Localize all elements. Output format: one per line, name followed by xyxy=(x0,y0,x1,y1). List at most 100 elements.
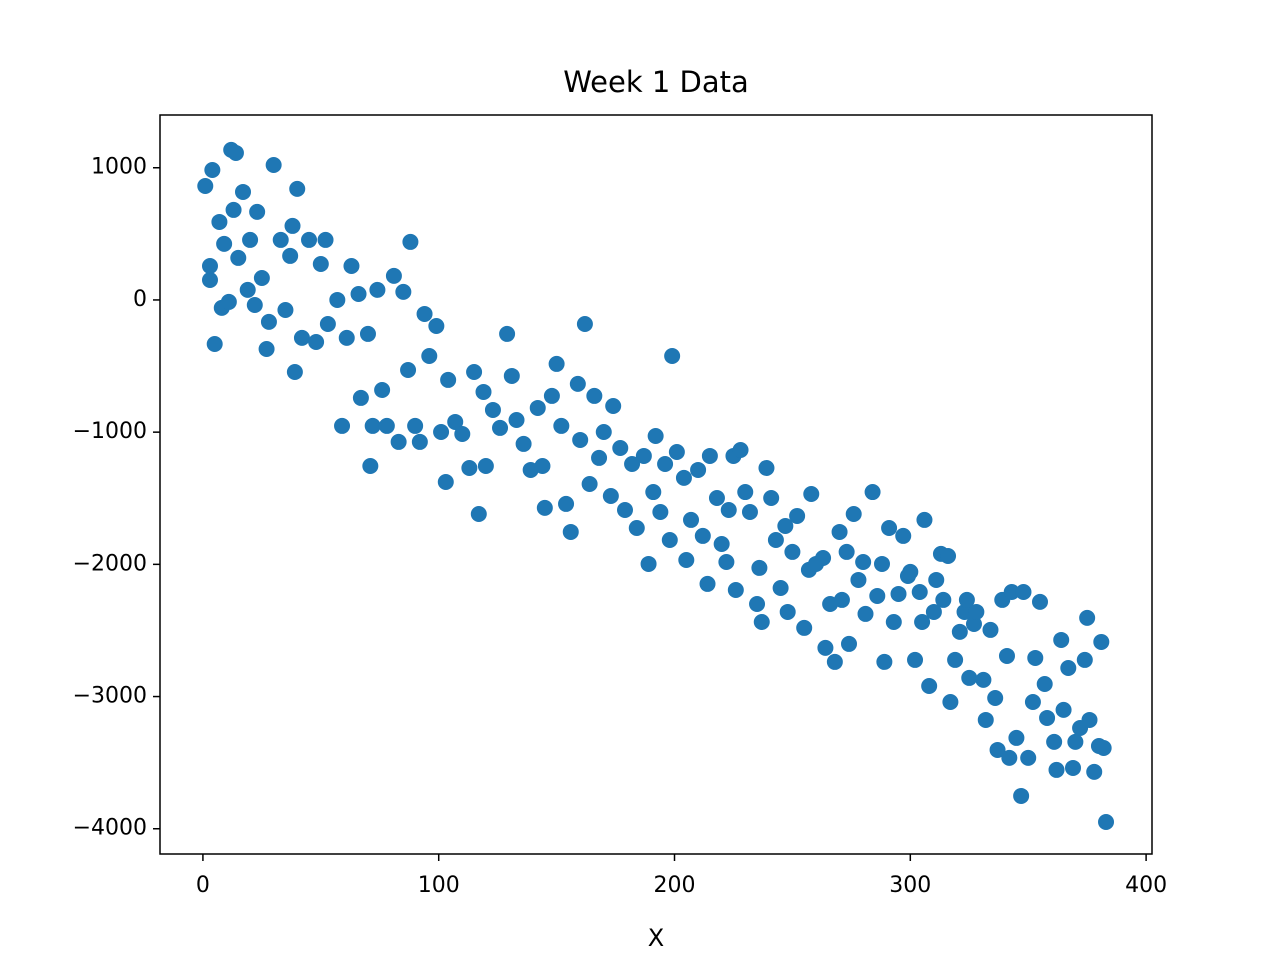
point xyxy=(647,427,664,444)
point xyxy=(796,619,813,636)
point xyxy=(977,711,994,728)
point xyxy=(352,389,369,406)
point xyxy=(890,585,907,602)
point xyxy=(475,383,492,400)
point xyxy=(727,581,744,598)
point xyxy=(732,441,749,458)
point xyxy=(928,571,945,588)
point xyxy=(749,596,766,613)
point xyxy=(1027,649,1044,666)
y-tick-label: −1000 xyxy=(73,419,147,444)
point xyxy=(1079,609,1096,626)
point xyxy=(881,519,898,536)
point xyxy=(211,213,228,230)
x-tick-label: 200 xyxy=(654,873,696,898)
point xyxy=(1024,693,1041,710)
point xyxy=(492,419,509,436)
point xyxy=(956,603,973,620)
point xyxy=(661,532,678,549)
point xyxy=(286,363,303,380)
point xyxy=(350,285,367,302)
point xyxy=(958,591,975,608)
point xyxy=(989,741,1006,758)
point xyxy=(876,653,893,670)
point xyxy=(1060,659,1077,676)
point xyxy=(569,375,586,392)
y-tick-label: −4000 xyxy=(73,816,147,841)
point xyxy=(935,591,952,608)
point xyxy=(454,425,471,442)
point xyxy=(1081,711,1098,728)
point xyxy=(265,156,282,173)
point xyxy=(612,440,629,457)
point xyxy=(362,457,379,474)
point xyxy=(364,417,381,434)
point xyxy=(293,329,310,346)
point xyxy=(553,417,570,434)
point xyxy=(1001,749,1018,766)
point xyxy=(779,603,796,620)
point xyxy=(421,348,438,365)
point xyxy=(741,503,758,520)
point xyxy=(838,543,855,560)
point xyxy=(640,555,657,572)
point xyxy=(246,296,263,313)
point xyxy=(204,161,221,178)
point xyxy=(206,335,223,352)
point xyxy=(602,488,619,505)
point xyxy=(678,551,695,568)
point xyxy=(301,231,318,248)
point xyxy=(652,503,669,520)
point xyxy=(220,293,237,310)
point xyxy=(895,527,912,544)
point xyxy=(675,469,692,486)
point xyxy=(940,548,957,565)
point xyxy=(258,340,275,357)
point xyxy=(1008,729,1025,746)
point xyxy=(499,325,516,342)
point xyxy=(359,325,376,342)
point xyxy=(1086,763,1103,780)
point xyxy=(921,677,938,694)
point xyxy=(576,316,593,333)
point xyxy=(916,511,933,528)
point xyxy=(529,399,546,416)
point xyxy=(1039,709,1056,726)
point xyxy=(402,233,419,250)
point xyxy=(416,305,433,322)
point xyxy=(968,603,985,620)
point xyxy=(982,621,999,638)
point xyxy=(902,563,919,580)
x-tick-label: 400 xyxy=(1125,873,1167,898)
point xyxy=(289,180,306,197)
point xyxy=(572,431,589,448)
point xyxy=(690,461,707,478)
point xyxy=(433,424,450,441)
point xyxy=(508,411,525,428)
point xyxy=(1053,631,1070,648)
y-tick-label: −2000 xyxy=(73,551,147,576)
point xyxy=(477,457,494,474)
point xyxy=(197,177,214,194)
point xyxy=(407,417,424,434)
point xyxy=(343,257,360,274)
point xyxy=(1095,739,1112,756)
point xyxy=(543,387,560,404)
point xyxy=(466,363,483,380)
point xyxy=(586,387,603,404)
point xyxy=(534,457,551,474)
point xyxy=(334,417,351,434)
point xyxy=(718,553,735,570)
point xyxy=(428,317,445,334)
y-tick-label: 1000 xyxy=(91,155,147,180)
y-tick-label: −3000 xyxy=(73,684,147,709)
point xyxy=(657,456,674,473)
point xyxy=(595,424,612,441)
point xyxy=(1046,733,1063,750)
point xyxy=(558,495,575,512)
point xyxy=(616,502,633,519)
point xyxy=(385,267,402,284)
point xyxy=(284,217,301,234)
